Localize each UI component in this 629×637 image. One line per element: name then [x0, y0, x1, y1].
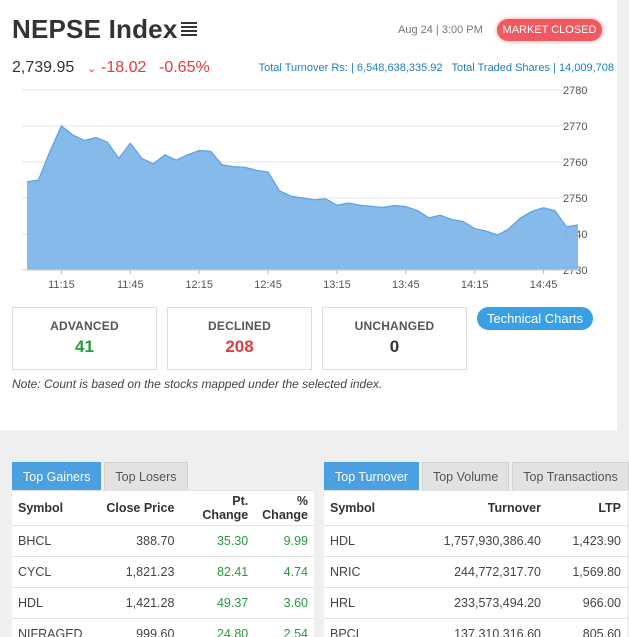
turnover-tabs: Top Turnover Top Volume Top Transactions	[324, 462, 629, 490]
point-change: 49.37	[180, 587, 255, 619]
index-change: -18.02	[101, 59, 147, 76]
technical-charts-button[interactable]: Technical Charts	[477, 307, 593, 330]
turnover-amount: 244,772,317.70	[404, 556, 547, 588]
turnover-amount: 233,573,494.20	[404, 587, 547, 619]
symbol-link[interactable]: BPCL	[324, 618, 404, 637]
col-header[interactable]: % Change	[254, 490, 314, 526]
y-tick-label: 2750	[563, 193, 587, 205]
table-row[interactable]: HDL 1,757,930,386.40 1,423.90	[324, 525, 627, 557]
col-header[interactable]: Symbol	[12, 490, 89, 526]
col-header[interactable]: Turnover	[404, 490, 547, 526]
percent-change: 9.99	[254, 525, 314, 557]
table-row[interactable]: CYCL 1,821.23 82.41 4.74	[12, 556, 314, 588]
col-header[interactable]: LTP	[547, 490, 627, 526]
symbol-link[interactable]: BHCL	[12, 525, 89, 557]
tab-top-losers[interactable]: Top Losers	[104, 462, 188, 490]
point-change: 35.30	[180, 525, 255, 557]
turnover-amount: 137,310,316.60	[404, 618, 547, 637]
percent-change: 3.60	[254, 587, 314, 619]
index-value: 2,739.95	[12, 59, 75, 76]
total-turnover-value: 6,548,638,335.92	[356, 62, 443, 74]
turnover-amount: 1,757,930,386.40	[404, 525, 547, 557]
symbol-link[interactable]: HDL	[324, 525, 404, 557]
tab-top-turnover[interactable]: Top Turnover	[324, 462, 419, 490]
table-row[interactable]: NIFRAGED 999.60 24.80 2.54	[12, 618, 314, 637]
table-header-row: Symbol Close Price Pt. Change % Change	[12, 490, 314, 526]
market-status-badge: MARKET CLOSED	[497, 19, 602, 41]
y-tick-label: 2760	[563, 157, 587, 169]
x-tick-label: 12:15	[185, 279, 213, 291]
declined-count: 208	[225, 337, 254, 356]
series-line	[26, 125, 579, 236]
table-row[interactable]: HDL 1,421.28 49.37 3.60	[12, 587, 314, 619]
declined-label: DECLINED	[208, 319, 271, 333]
unchanged-box: UNCHANGED 0	[322, 307, 467, 370]
ltp-value: 1,569.80	[547, 556, 627, 588]
y-tick-label: 2770	[563, 121, 587, 133]
close-price: 1,821.23	[88, 556, 181, 588]
symbol-link[interactable]: CYCL	[12, 556, 89, 588]
col-header[interactable]: Symbol	[324, 490, 404, 526]
x-tick-label: 14:15	[461, 279, 489, 291]
x-tick-label: 11:15	[48, 279, 75, 291]
market-summary: Total Turnover Rs: | 6,548,638,335.92 To…	[258, 62, 614, 74]
x-tick-label: 12:45	[254, 279, 282, 291]
symbol-link[interactable]: NIFRAGED	[12, 618, 89, 637]
index-change-percent: -0.65%	[159, 59, 210, 76]
x-tick-label: 13:15	[323, 279, 351, 291]
index-chart[interactable]: 27802770276027502740273011:1511:4512:151…	[0, 82, 617, 297]
percent-change: 4.74	[254, 556, 314, 588]
market-datetime: Aug 24 | 3:00 PM	[398, 24, 483, 36]
index-chart-svg[interactable]: 27802770276027502740273011:1511:4512:151…	[0, 82, 617, 297]
symbol-link[interactable]: HRL	[324, 587, 404, 619]
symbol-link[interactable]: NRIC	[324, 556, 404, 588]
table-row[interactable]: BHCL 388.70 35.30 9.99	[12, 525, 314, 557]
list-menu-icon[interactable]	[181, 22, 197, 38]
gainers-tabs: Top Gainers Top Losers	[12, 462, 188, 490]
close-price: 388.70	[88, 525, 181, 557]
gainers-table: Symbol Close Price Pt. Change % Change B…	[12, 490, 314, 637]
ltp-value: 805.60	[547, 618, 627, 637]
y-tick-label: 2780	[563, 85, 587, 97]
advanced-count: 41	[75, 337, 94, 356]
tab-top-transactions[interactable]: Top Transactions	[512, 462, 629, 490]
chevron-down-icon: ⌄	[87, 63, 97, 75]
x-tick-label: 14:45	[530, 279, 558, 291]
table-header-row: Symbol Turnover LTP	[324, 490, 627, 526]
col-header[interactable]: Close Price	[88, 490, 181, 526]
turnover-table: Symbol Turnover LTP HDL 1,757,930,386.40…	[324, 490, 627, 637]
close-price: 999.60	[88, 618, 181, 637]
x-tick-label: 11:45	[117, 279, 144, 291]
page-title: NEPSE Index	[12, 14, 178, 44]
ltp-value: 966.00	[547, 587, 627, 619]
unchanged-count: 0	[389, 337, 400, 356]
index-note: Note: Count is based on the stocks mappe…	[12, 377, 383, 391]
advanced-box: ADVANCED 41	[12, 307, 157, 370]
declined-box: DECLINED 208	[167, 307, 312, 370]
table-row[interactable]: HRL 233,573,494.20 966.00	[324, 587, 627, 619]
col-header[interactable]: Pt. Change	[180, 490, 255, 526]
ltp-value: 1,423.90	[547, 525, 627, 557]
table-row[interactable]: BPCL 137,310,316.60 805.60	[324, 618, 627, 637]
point-change: 82.41	[180, 556, 255, 588]
x-tick-label: 13:45	[392, 279, 420, 291]
percent-change: 2.54	[254, 618, 314, 637]
point-change: 24.80	[180, 618, 255, 637]
tab-top-volume[interactable]: Top Volume	[421, 462, 510, 490]
total-shares-value: 14,009,708	[558, 62, 614, 74]
table-row[interactable]: NRIC 244,772,317.70 1,569.80	[324, 556, 627, 588]
total-turnover-label: Total Turnover Rs:	[258, 62, 348, 74]
tab-top-gainers[interactable]: Top Gainers	[12, 462, 102, 490]
total-shares-label: Total Traded Shares	[451, 62, 550, 74]
unchanged-label: UNCHANGED	[354, 319, 435, 333]
advanced-label: ADVANCED	[50, 319, 119, 333]
symbol-link[interactable]: HDL	[12, 587, 89, 619]
close-price: 1,421.28	[88, 587, 181, 619]
